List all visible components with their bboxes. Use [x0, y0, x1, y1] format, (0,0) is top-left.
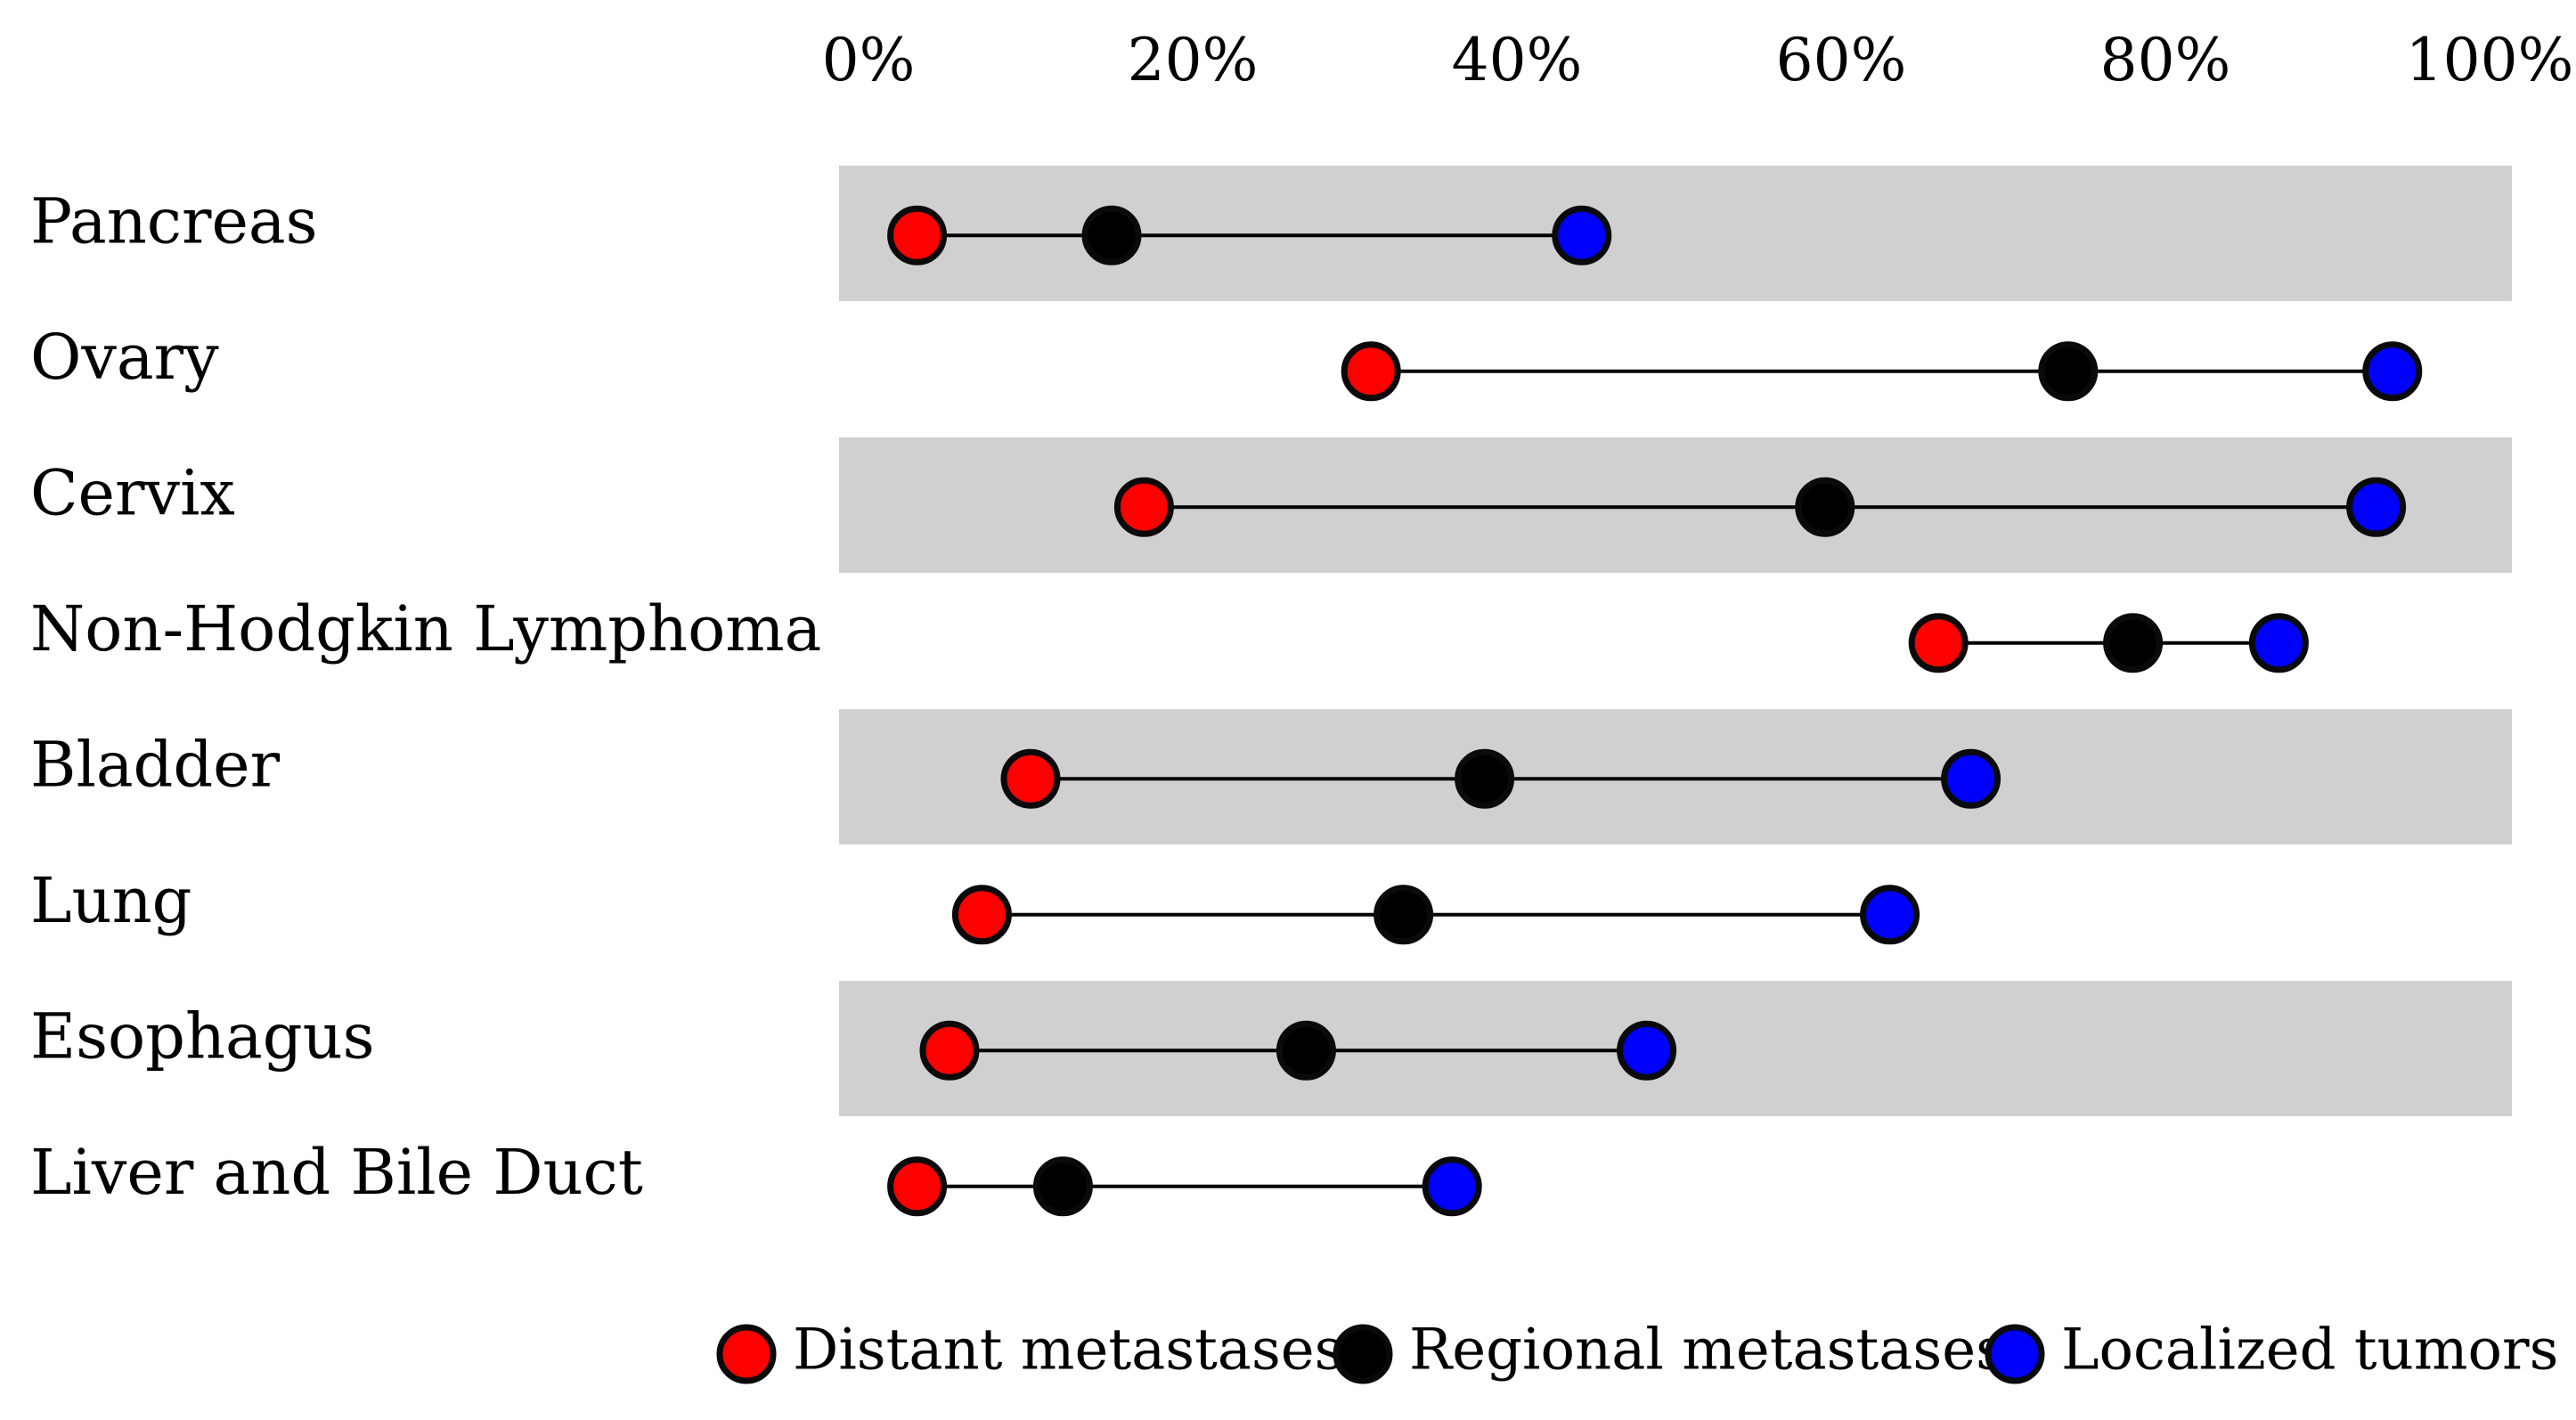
legend-label-regional-metastases: Regional metastases: [1409, 1318, 2005, 1383]
category-label-non-hodgkin-lymphoma: Non-Hodgkin Lymphoma: [30, 592, 821, 665]
point-distant-metastases-bladder: [1000, 748, 1061, 809]
x-tick-label: 20%: [1128, 26, 1259, 94]
legend-marker-distant-metastases: [716, 1324, 777, 1384]
point-regional-metastases-liver-and-bile-duct: [1032, 1156, 1093, 1217]
point-distant-metastases-cervix: [1113, 477, 1174, 537]
point-localized-tumors-cervix: [2346, 477, 2407, 537]
category-label-bladder: Bladder: [30, 728, 281, 801]
point-distant-metastases-non-hodgkin-lymphoma: [1908, 613, 1969, 673]
point-localized-tumors-esophagus: [1617, 1020, 1677, 1081]
x-tick-label: 0%: [822, 26, 916, 94]
row-band-cervix: [839, 437, 2512, 573]
point-regional-metastases-cervix: [1795, 477, 1855, 537]
point-distant-metastases-pancreas: [887, 205, 948, 265]
point-localized-tumors-liver-and-bile-duct: [1422, 1156, 1482, 1217]
category-label-ovary: Ovary: [30, 321, 219, 394]
data-points: [887, 205, 2423, 1217]
x-axis-ticks: 0% 20% 40% 60% 80% 100%: [822, 26, 2574, 94]
point-regional-metastases-ovary: [2038, 341, 2099, 402]
x-tick-label: 60%: [1776, 26, 1907, 94]
legend: Distant metastases Regional metastases Loc…: [716, 1318, 2558, 1384]
point-localized-tumors-pancreas: [1552, 205, 1612, 265]
point-distant-metastases-esophagus: [919, 1020, 980, 1081]
legend-marker-localized-tumors: [1985, 1324, 2045, 1384]
row-bands: [839, 166, 2512, 1116]
category-label-cervix: Cervix: [30, 456, 235, 529]
point-regional-metastases-pancreas: [1081, 205, 1142, 265]
point-distant-metastases-lung: [951, 885, 1012, 945]
point-regional-metastases-non-hodgkin-lymphoma: [2103, 613, 2164, 673]
category-label-lung: Lung: [30, 864, 192, 937]
category-label-liver-and-bile-duct: Liver and Bile Duct: [30, 1136, 643, 1209]
point-localized-tumors-bladder: [1941, 748, 2001, 809]
point-distant-metastases-liver-and-bile-duct: [887, 1156, 948, 1217]
point-localized-tumors-ovary: [2362, 341, 2423, 402]
x-tick-label: 80%: [2100, 26, 2231, 94]
x-tick-label: 40%: [1452, 26, 1583, 94]
legend-marker-regional-metastases: [1333, 1324, 1393, 1384]
legend-label-distant-metastases: Distant metastases: [793, 1318, 1344, 1383]
point-distant-metastases-ovary: [1341, 341, 1401, 402]
x-tick-label: 100%: [2406, 26, 2574, 94]
point-localized-tumors-non-hodgkin-lymphoma: [2248, 613, 2309, 673]
point-regional-metastases-esophagus: [1276, 1020, 1336, 1081]
point-localized-tumors-lung: [1860, 885, 1920, 945]
point-regional-metastases-lung: [1374, 885, 1434, 945]
row-band-bladder: [839, 709, 2512, 845]
category-label-esophagus: Esophagus: [30, 1000, 375, 1073]
point-regional-metastases-bladder: [1455, 748, 1515, 809]
category-label-pancreas: Pancreas: [30, 184, 318, 257]
category-labels: Pancreas Ovary Cervix Non-Hodgkin Lymphoma B…: [30, 184, 821, 1209]
legend-label-localized-tumors: Localized tumors: [2061, 1318, 2558, 1383]
